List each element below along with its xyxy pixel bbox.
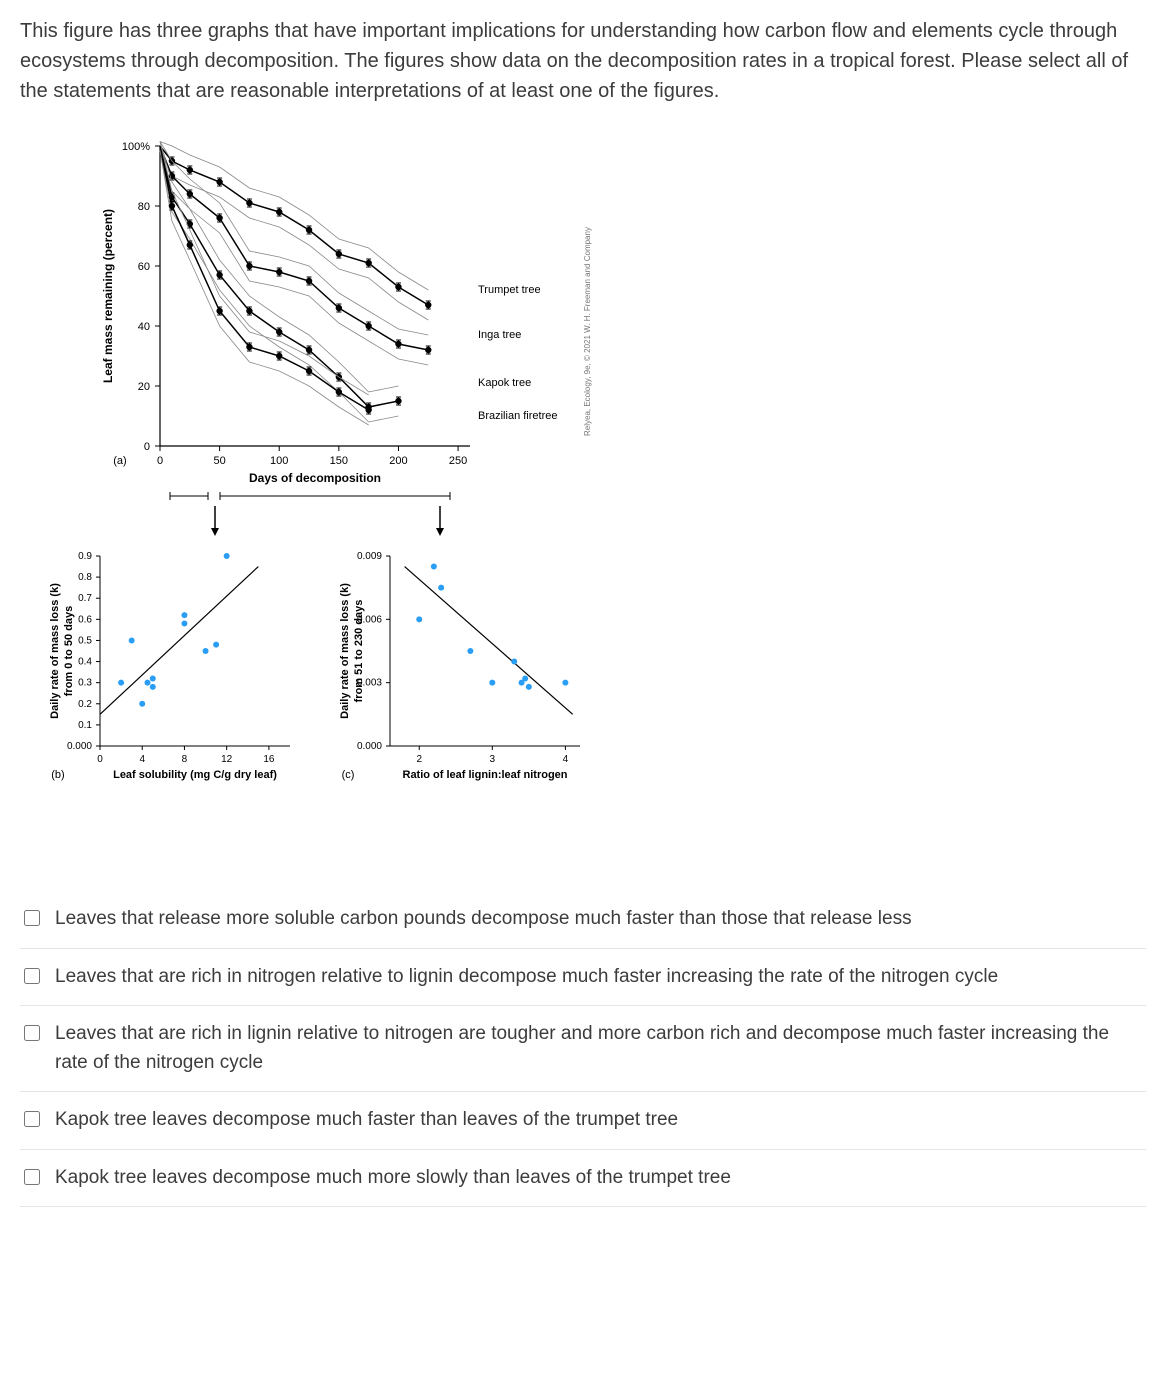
choices-list: Leaves that release more soluble carbon … [20,891,1146,1207]
svg-text:Daily rate of mass loss (k): Daily rate of mass loss (k) [49,583,61,719]
svg-text:from 51 to 230 days: from 51 to 230 days [353,600,365,703]
svg-text:60: 60 [138,261,150,273]
svg-text:0.5: 0.5 [78,635,92,646]
svg-text:0: 0 [157,455,163,467]
svg-text:Relyea, Ecology, 9e, © 2021 W.: Relyea, Ecology, 9e, © 2021 W. H. Freema… [583,227,592,436]
svg-text:0.4: 0.4 [78,657,92,668]
svg-text:12: 12 [221,754,233,765]
choice-item[interactable]: Leaves that are rich in nitrogen relativ… [20,949,1146,1007]
svg-text:20: 20 [138,381,150,393]
svg-text:(b): (b) [51,769,64,781]
svg-text:0: 0 [144,441,150,453]
choice-label: Kapok tree leaves decompose much faster … [55,1106,678,1135]
choice-checkbox[interactable] [24,1111,40,1127]
choice-checkbox[interactable] [24,910,40,926]
svg-text:40: 40 [138,321,150,333]
choice-label: Leaves that are rich in lignin relative … [55,1020,1146,1077]
svg-text:4: 4 [563,754,569,765]
svg-text:8: 8 [182,754,188,765]
svg-text:0.000: 0.000 [357,741,382,752]
svg-text:(c): (c) [342,769,355,781]
svg-text:250: 250 [449,455,467,467]
svg-text:Ratio of leaf lignin:leaf nitr: Ratio of leaf lignin:leaf nitrogen [403,769,568,781]
svg-text:2: 2 [416,754,422,765]
question-text: This figure has three graphs that have i… [20,16,1146,106]
svg-text:4: 4 [139,754,145,765]
svg-text:Trumpet tree: Trumpet tree [478,284,541,296]
svg-text:0.009: 0.009 [357,551,382,562]
choice-item[interactable]: Leaves that are rich in lignin relative … [20,1006,1146,1092]
svg-text:150: 150 [330,455,348,467]
svg-text:0.9: 0.9 [78,551,92,562]
svg-text:0.2: 0.2 [78,699,92,710]
svg-text:0.7: 0.7 [78,593,92,604]
svg-text:Daily rate of mass loss (k): Daily rate of mass loss (k) [339,583,351,719]
choice-label: Leaves that are rich in nitrogen relativ… [55,963,998,992]
svg-text:from 0 to 50 days: from 0 to 50 days [63,606,75,696]
svg-text:0.8: 0.8 [78,572,92,583]
choice-checkbox[interactable] [24,1169,40,1185]
svg-text:Leaf solubility (mg C/g dry le: Leaf solubility (mg C/g dry leaf) [113,769,277,781]
svg-text:Brazilian firetree: Brazilian firetree [478,410,557,422]
svg-text:0: 0 [97,754,103,765]
svg-text:0.000: 0.000 [67,741,92,752]
choice-item[interactable]: Leaves that release more soluble carbon … [20,891,1146,949]
choice-checkbox[interactable] [24,1025,40,1041]
svg-text:16: 16 [263,754,275,765]
svg-text:100%: 100% [122,141,150,153]
svg-text:Kapok tree: Kapok tree [478,377,531,389]
svg-text:Leaf mass remaining (percent): Leaf mass remaining (percent) [101,209,115,383]
svg-text:0.6: 0.6 [78,614,92,625]
svg-text:80: 80 [138,201,150,213]
svg-text:50: 50 [213,455,225,467]
svg-text:100: 100 [270,455,288,467]
choice-checkbox[interactable] [24,968,40,984]
choice-label: Kapok tree leaves decompose much more sl… [55,1164,731,1193]
figure-container: 020406080100%050100150200250Days of deco… [30,126,1146,851]
choice-item[interactable]: Kapok tree leaves decompose much faster … [20,1092,1146,1150]
svg-text:3: 3 [490,754,496,765]
svg-text:(a): (a) [113,455,126,467]
svg-text:0.1: 0.1 [78,720,92,731]
svg-text:200: 200 [389,455,407,467]
svg-text:Days of decomposition: Days of decomposition [249,471,381,485]
figure-svg: 020406080100%050100150200250Days of deco… [30,126,630,846]
svg-text:0.3: 0.3 [78,678,92,689]
svg-text:Inga tree: Inga tree [478,329,521,341]
choice-item[interactable]: Kapok tree leaves decompose much more sl… [20,1150,1146,1208]
choice-label: Leaves that release more soluble carbon … [55,905,912,934]
